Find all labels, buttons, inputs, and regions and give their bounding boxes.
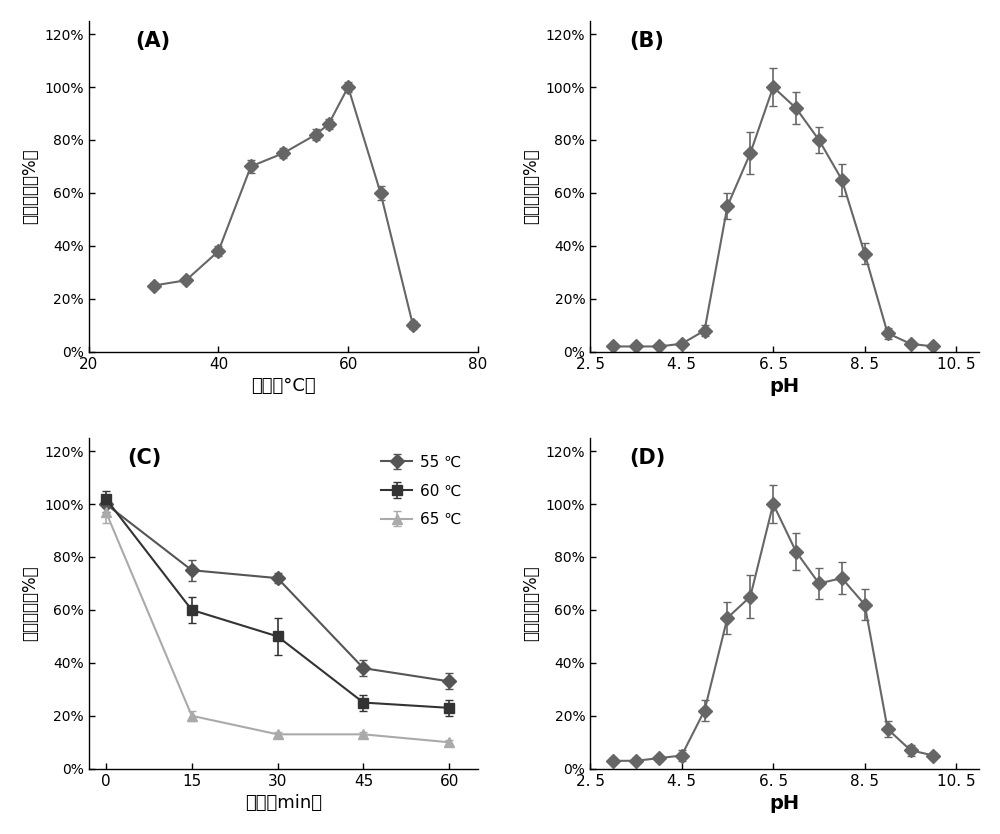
X-axis label: 温度（°C）: 温度（°C） xyxy=(251,377,316,395)
Y-axis label: 相对活性（%）: 相对活性（%） xyxy=(21,565,39,641)
Y-axis label: 相对活性（%）: 相对活性（%） xyxy=(522,565,540,641)
X-axis label: 时间（min）: 时间（min） xyxy=(245,794,322,812)
Y-axis label: 相对活性（%）: 相对活性（%） xyxy=(522,148,540,224)
Text: (C): (C) xyxy=(128,448,162,468)
X-axis label: pH: pH xyxy=(770,377,800,396)
X-axis label: pH: pH xyxy=(770,794,800,813)
Text: (A): (A) xyxy=(135,31,171,51)
Text: (B): (B) xyxy=(629,31,664,51)
Legend: 55 ℃, 60 ℃, 65 ℃: 55 ℃, 60 ℃, 65 ℃ xyxy=(372,445,470,536)
Y-axis label: 相对活性（%）: 相对活性（%） xyxy=(21,148,39,224)
Text: (D): (D) xyxy=(629,448,665,468)
